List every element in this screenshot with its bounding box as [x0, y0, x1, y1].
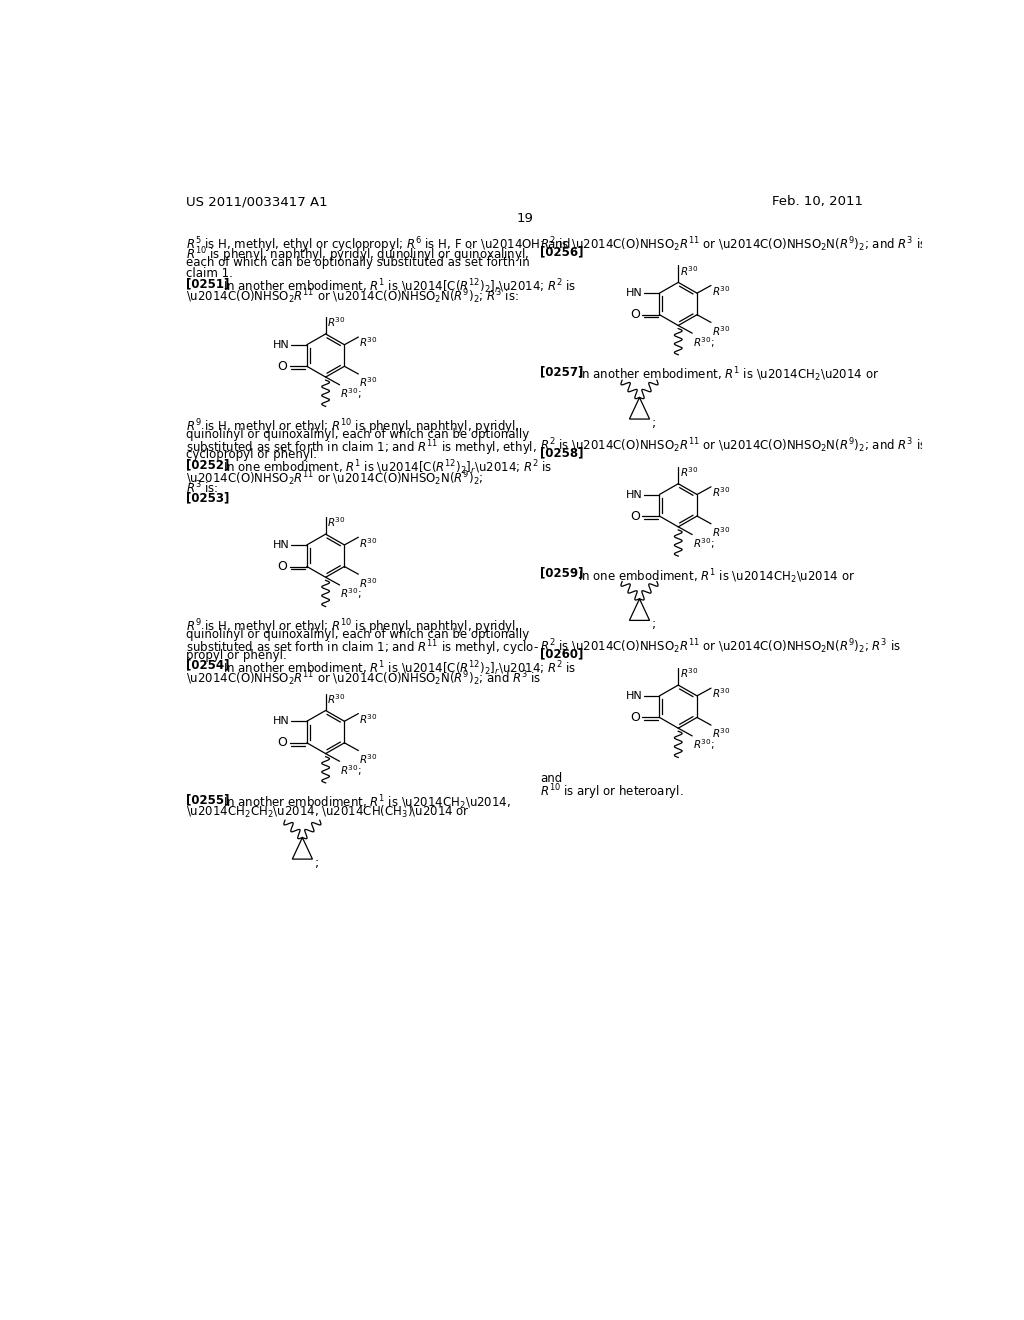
Text: [0255]: [0255]: [186, 793, 229, 807]
Text: $R^2$ is \u2014C(O)NHSO$_2$$R^{11}$ or \u2014C(O)NHSO$_2$N($R^9$)$_2$; and $R^3$: $R^2$ is \u2014C(O)NHSO$_2$$R^{11}$ or \…: [541, 436, 927, 454]
Text: Feb. 10, 2011: Feb. 10, 2011: [772, 195, 863, 209]
Text: HN: HN: [626, 490, 642, 499]
Text: In another embodiment, $R^1$ is \u2014CH$_2$\u2014 or: In another embodiment, $R^1$ is \u2014CH…: [578, 366, 879, 384]
Text: $R^{30}$: $R^{30}$: [328, 692, 346, 706]
Text: In one embodiment, $R^1$ is \u2014CH$_2$\u2014 or: In one embodiment, $R^1$ is \u2014CH$_2$…: [578, 566, 855, 586]
Text: [0253]: [0253]: [186, 491, 229, 504]
Text: $R^{30}$;: $R^{30}$;: [340, 387, 362, 401]
Text: substituted as set forth in claim 1; and $R^{11}$ is methyl, cyclo-: substituted as set forth in claim 1; and…: [186, 638, 539, 657]
Text: $R^{30}$: $R^{30}$: [359, 536, 378, 549]
Text: $R^{30}$;: $R^{30}$;: [693, 536, 715, 550]
Text: \u2014C(O)NHSO$_2$$R^{11}$ or \u2014C(O)NHSO$_2$N($R^9$)$_2$;: \u2014C(O)NHSO$_2$$R^{11}$ or \u2014C(O)…: [186, 469, 483, 488]
Text: $R^3$ is:: $R^3$ is:: [186, 479, 218, 496]
Text: O: O: [278, 737, 288, 750]
Text: In one embodiment, $R^1$ is \u2014[C($R^{12}$)$_2$]$_r$\u2014; $R^2$ is: In one embodiment, $R^1$ is \u2014[C($R^…: [223, 459, 553, 478]
Text: In another embodiment, $R^1$ is \u2014[C($R^{12}$)$_2$]$_r$\u2014; $R^2$ is: In another embodiment, $R^1$ is \u2014[C…: [223, 277, 577, 296]
Text: $R^{30}$: $R^{30}$: [712, 284, 730, 298]
Text: $R^{30}$: $R^{30}$: [680, 667, 698, 680]
Text: $R^{10}$ is aryl or heteroaryl.: $R^{10}$ is aryl or heteroaryl.: [541, 783, 684, 803]
Text: cyclopropyl or phenyl.: cyclopropyl or phenyl.: [186, 449, 317, 461]
Text: [0254]: [0254]: [186, 659, 229, 672]
Text: $R^{30}$: $R^{30}$: [712, 686, 730, 701]
Text: $R^{30}$: $R^{30}$: [712, 323, 730, 338]
Text: $R^{30}$;: $R^{30}$;: [693, 335, 715, 350]
Text: \u2014C(O)NHSO$_2$$R^{11}$ or \u2014C(O)NHSO$_2$N($R^9$)$_2$; and $R^3$ is: \u2014C(O)NHSO$_2$$R^{11}$ or \u2014C(O)…: [186, 669, 542, 688]
Text: $R^{30}$: $R^{30}$: [359, 335, 378, 350]
Text: $R^{30}$;: $R^{30}$;: [340, 586, 362, 602]
Text: $R^{30}$;: $R^{30}$;: [340, 763, 362, 777]
Text: [0251]: [0251]: [186, 277, 229, 290]
Text: 19: 19: [516, 213, 534, 226]
Text: HN: HN: [273, 339, 290, 350]
Text: $R^{30}$: $R^{30}$: [359, 576, 378, 590]
Text: $R^{30}$: $R^{30}$: [328, 315, 346, 329]
Text: $R^5$ is H, methyl, ethyl or cyclopropyl; $R^6$ is H, F or \u2014OH; and: $R^5$ is H, methyl, ethyl or cyclopropyl…: [186, 235, 570, 255]
Text: $R^{30}$: $R^{30}$: [680, 264, 698, 277]
Text: [0256]: [0256]: [541, 246, 584, 259]
Text: $R^{30}$: $R^{30}$: [328, 516, 346, 529]
Text: $R^{30}$: $R^{30}$: [712, 726, 730, 741]
Text: $R^{10}$ is phenyl, naphthyl, pyridyl, quinolinyl or quinoxalinyl,: $R^{10}$ is phenyl, naphthyl, pyridyl, q…: [186, 246, 529, 265]
Text: ;: ;: [314, 857, 319, 870]
Text: ;: ;: [652, 417, 656, 430]
Text: $R^{30}$: $R^{30}$: [359, 752, 378, 766]
Text: $R^9$ is H, methyl or ethyl; $R^{10}$ is phenyl, naphthyl, pyridyl,: $R^9$ is H, methyl or ethyl; $R^{10}$ is…: [186, 417, 519, 437]
Text: O: O: [630, 711, 640, 723]
Text: [0259]: [0259]: [541, 566, 584, 579]
Text: $R^{30}$: $R^{30}$: [359, 376, 378, 389]
Text: and: and: [541, 772, 562, 785]
Text: HN: HN: [273, 540, 290, 550]
Text: $R^{30}$: $R^{30}$: [712, 525, 730, 539]
Text: O: O: [278, 560, 288, 573]
Text: quinolinyl or quinoxalinyl, each of which can be optionally: quinolinyl or quinoxalinyl, each of whic…: [186, 628, 529, 640]
Text: $R^{30}$: $R^{30}$: [680, 465, 698, 479]
Text: $R^{30}$;: $R^{30}$;: [693, 738, 715, 752]
Text: [0257]: [0257]: [541, 366, 584, 379]
Text: $R^9$ is H, methyl or ethyl; $R^{10}$ is phenyl, naphthyl, pyridyl,: $R^9$ is H, methyl or ethyl; $R^{10}$ is…: [186, 618, 519, 638]
Text: O: O: [278, 360, 288, 372]
Text: claim 1.: claim 1.: [186, 267, 233, 280]
Text: In another embodiment, $R^1$ is \u2014[C($R^{12}$)$_2$]$_r$\u2014; $R^2$ is: In another embodiment, $R^1$ is \u2014[C…: [223, 659, 577, 677]
Text: $R^2$ is \u2014C(O)NHSO$_2$$R^{11}$ or \u2014C(O)NHSO$_2$N($R^9$)$_2$; and $R^3$: $R^2$ is \u2014C(O)NHSO$_2$$R^{11}$ or \…: [541, 235, 931, 255]
Text: $R^{30}$: $R^{30}$: [712, 486, 730, 499]
Text: substituted as set forth in claim 1; and $R^{11}$ is methyl, ethyl,: substituted as set forth in claim 1; and…: [186, 438, 537, 458]
Text: [0258]: [0258]: [541, 446, 584, 459]
Text: ;: ;: [652, 618, 656, 631]
Text: \u2014CH$_2$CH$_2$\u2014, \u2014CH(CH$_3$)\u2014 or: \u2014CH$_2$CH$_2$\u2014, \u2014CH(CH$_3…: [186, 804, 470, 820]
Text: HN: HN: [273, 717, 290, 726]
Text: [0260]: [0260]: [541, 648, 584, 661]
Text: HN: HN: [626, 288, 642, 298]
Text: HN: HN: [626, 690, 642, 701]
Text: O: O: [630, 308, 640, 321]
Text: In another embodiment, $R^1$ is \u2014CH$_2$\u2014,: In another embodiment, $R^1$ is \u2014CH…: [223, 793, 511, 812]
Text: propyl or phenyl.: propyl or phenyl.: [186, 648, 287, 661]
Text: $R^{30}$: $R^{30}$: [359, 711, 378, 726]
Text: US 2011/0033417 A1: US 2011/0033417 A1: [186, 195, 328, 209]
Text: quinolinyl or quinoxalinyl, each of which can be optionally: quinolinyl or quinoxalinyl, each of whic…: [186, 428, 529, 441]
Text: [0252]: [0252]: [186, 459, 229, 471]
Text: O: O: [630, 510, 640, 523]
Text: \u2014C(O)NHSO$_2$$R^{11}$ or \u2014C(O)NHSO$_2$N($R^9$)$_2$; $R^3$ is:: \u2014C(O)NHSO$_2$$R^{11}$ or \u2014C(O)…: [186, 288, 519, 306]
Text: each of which can be optionally substituted as set forth in: each of which can be optionally substitu…: [186, 256, 529, 269]
Text: $R^2$ is \u2014C(O)NHSO$_2$$R^{11}$ or \u2014C(O)NHSO$_2$N($R^9$)$_2$; $R^3$ is: $R^2$ is \u2014C(O)NHSO$_2$$R^{11}$ or \…: [541, 638, 901, 656]
